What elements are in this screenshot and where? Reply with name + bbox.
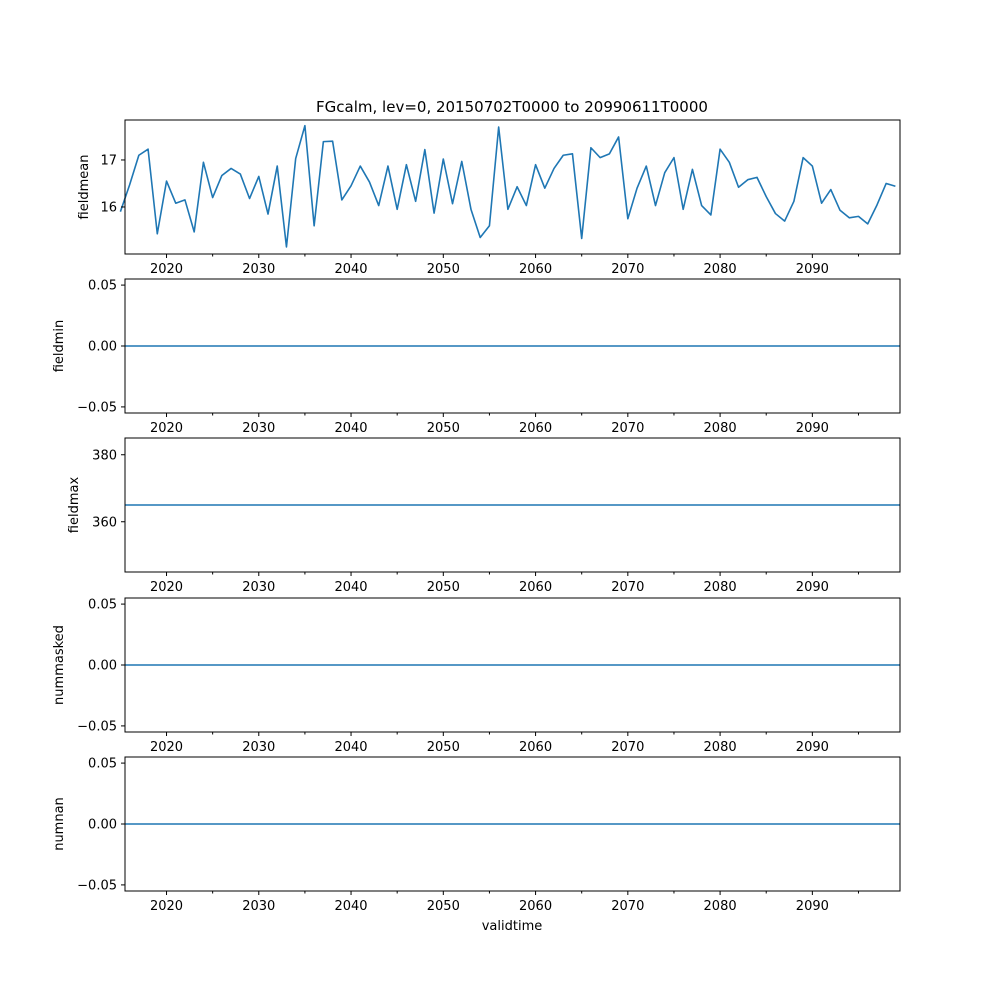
panel-numnan: −0.05 0.00 0.05 numnan 2020 2030 2040 2050 2060 2…	[52, 756, 901, 914]
x-tick-label: 2020	[150, 899, 183, 914]
x-tick-label: 2070	[611, 262, 644, 277]
x-tick-label: 2090	[796, 262, 829, 277]
x-axis-label: validtime	[482, 919, 543, 934]
y-tick-label-fieldmean: 16	[100, 200, 117, 215]
panel-fieldmean: 16 17 fieldmean 2020 2030 2040 2050 2060 2070 208…	[77, 119, 901, 277]
y-tick-label-nummasked: 0.05	[88, 598, 117, 613]
x-tick-label: 2020	[150, 740, 183, 755]
panel-fieldmax: 360 380 fieldmax 2020 2030 2040 2050 2060 2070 20…	[67, 437, 901, 595]
x-tick-label: 2040	[334, 740, 367, 755]
y-axis-label-nummasked: nummasked	[52, 625, 67, 705]
x-tick-label: 2040	[334, 899, 367, 914]
x-tick-label: 2050	[427, 580, 460, 595]
y-tick-label-nummasked: 0.00	[88, 659, 117, 674]
y-axis-label-fieldmax: fieldmax	[67, 477, 82, 534]
chart-title: FGcalm, lev=0, 20150702T0000 to 20990611…	[316, 98, 708, 116]
x-tick-label: 2020	[150, 262, 183, 277]
x-tick-label: 2060	[519, 899, 552, 914]
x-tick-label: 2030	[242, 580, 275, 595]
x-tick-label: 2080	[704, 262, 737, 277]
y-tick-label-numnan: −0.05	[77, 878, 117, 893]
y-tick-label-fieldmax: 360	[92, 515, 117, 530]
axes-frame-fieldmax	[124, 437, 901, 573]
y-tick-label-fieldmin: 0.05	[88, 279, 117, 294]
series-line-fieldmean	[119, 124, 896, 248]
x-tick-label: 2060	[519, 262, 552, 277]
x-tick-label: 2050	[427, 421, 460, 436]
y-tick-label-fieldmin: −0.05	[77, 400, 117, 415]
x-tick-label: 2080	[704, 580, 737, 595]
x-tick-label: 2040	[334, 580, 367, 595]
x-tick-label: 2030	[242, 899, 275, 914]
y-tick-label-numnan: 0.05	[88, 757, 117, 772]
x-tick-label: 2060	[519, 421, 552, 436]
x-tick-label: 2090	[796, 740, 829, 755]
x-tick-label: 2070	[611, 421, 644, 436]
panel-nummasked: −0.05 0.00 0.05 nummasked 2020 2030 2040 2050 20…	[52, 597, 901, 755]
x-tick-label: 2020	[150, 421, 183, 436]
x-tick-label: 2090	[796, 899, 829, 914]
x-tick-label: 2060	[519, 580, 552, 595]
y-axis-label-fieldmin: fieldmin	[52, 320, 67, 373]
x-tick-label: 2050	[427, 262, 460, 277]
x-tick-label: 2030	[242, 740, 275, 755]
x-tick-label: 2080	[704, 421, 737, 436]
y-tick-label-fieldmin: 0.00	[88, 340, 117, 355]
x-tick-label: 2070	[611, 580, 644, 595]
x-tick-label: 2050	[427, 899, 460, 914]
x-tick-label: 2070	[611, 740, 644, 755]
y-axis-label-fieldmean: fieldmean	[77, 155, 92, 220]
axes-frame-fieldmean	[124, 119, 901, 255]
x-tick-label: 2090	[796, 580, 829, 595]
x-tick-label: 2050	[427, 740, 460, 755]
y-axis-label-numnan: numnan	[52, 797, 67, 851]
y-tick-label-fieldmax: 380	[92, 448, 117, 463]
x-tick-label: 2060	[519, 740, 552, 755]
y-tick-label-fieldmean: 17	[100, 153, 117, 168]
x-tick-label: 2080	[704, 740, 737, 755]
x-tick-label: 2080	[704, 899, 737, 914]
x-tick-label: 2090	[796, 421, 829, 436]
x-tick-label: 2040	[334, 262, 367, 277]
y-tick-label-nummasked: −0.05	[77, 719, 117, 734]
x-tick-label: 2070	[611, 899, 644, 914]
y-tick-label-numnan: 0.00	[88, 818, 117, 833]
panel-fieldmin: −0.05 0.00 0.05 fieldmin 2020 2030 2040 2050 206…	[52, 278, 901, 436]
x-tick-label: 2030	[242, 421, 275, 436]
x-tick-label: 2030	[242, 262, 275, 277]
x-tick-label: 2040	[334, 421, 367, 436]
x-tick-label: 2020	[150, 580, 183, 595]
